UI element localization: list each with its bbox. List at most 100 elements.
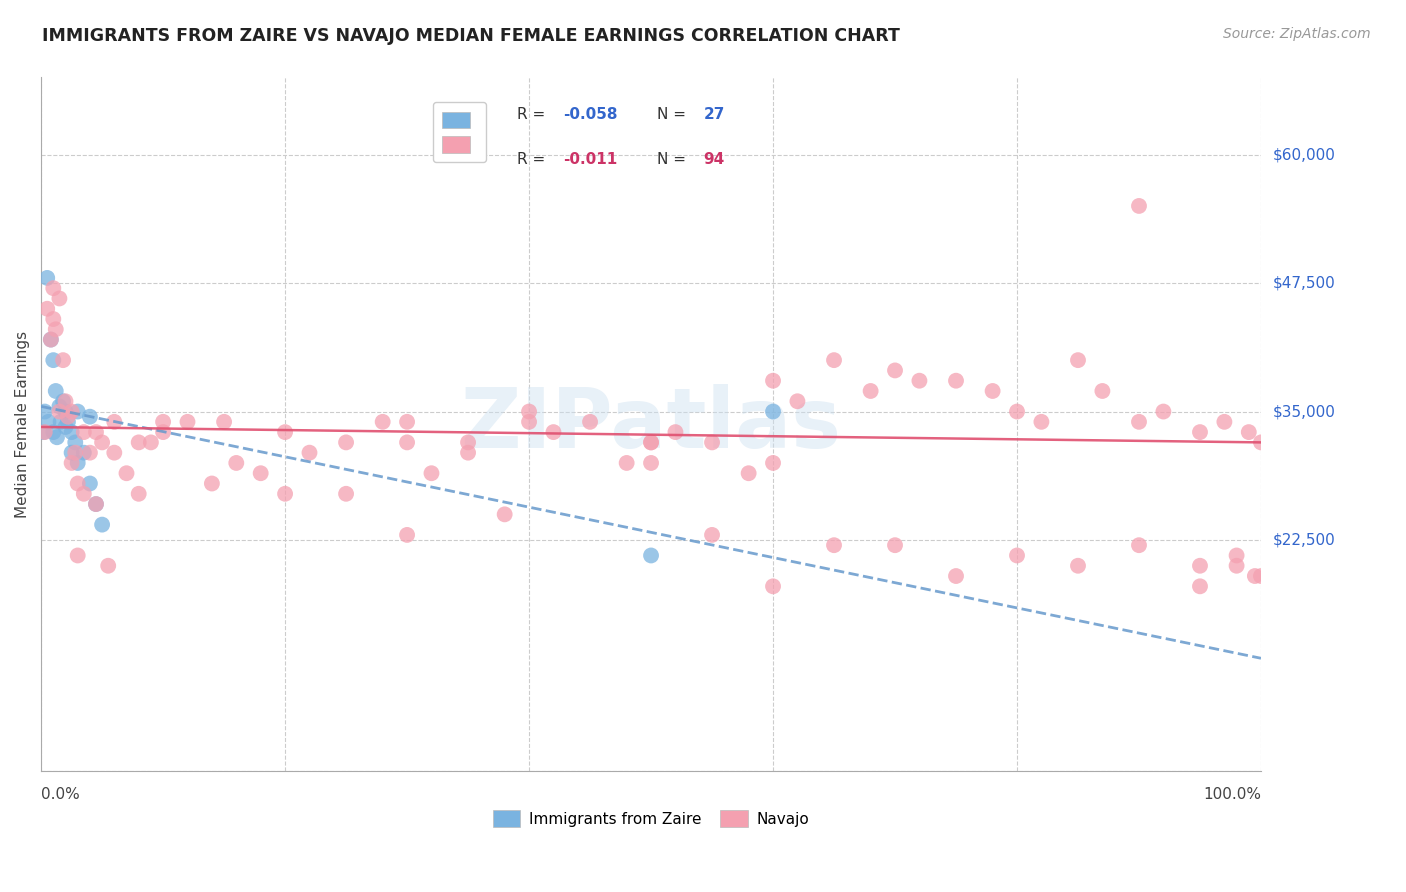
Point <box>91 517 114 532</box>
Text: 27: 27 <box>703 107 725 122</box>
Point <box>45 384 67 398</box>
Point <box>762 579 785 593</box>
Point <box>73 425 96 439</box>
Text: N =: N = <box>657 107 690 122</box>
Point <box>859 384 882 398</box>
Point <box>60 425 83 439</box>
Point <box>616 456 638 470</box>
Point <box>55 404 77 418</box>
Point <box>37 271 59 285</box>
Point <box>73 445 96 459</box>
Point <box>1128 538 1150 552</box>
Point <box>1226 558 1249 573</box>
Point <box>396 528 419 542</box>
Point <box>1005 404 1028 418</box>
Point <box>139 435 162 450</box>
Point <box>97 558 120 573</box>
Point <box>103 415 125 429</box>
Point <box>884 363 907 377</box>
Point <box>1237 425 1260 439</box>
Point <box>786 394 808 409</box>
Point <box>201 476 224 491</box>
Point <box>65 435 87 450</box>
Point <box>84 497 107 511</box>
Point <box>34 425 56 439</box>
Point <box>66 456 89 470</box>
Point <box>55 394 77 409</box>
Point <box>1067 558 1090 573</box>
Point <box>335 487 357 501</box>
Point <box>37 301 59 316</box>
Point <box>32 425 55 439</box>
Text: $22,500: $22,500 <box>1274 533 1336 548</box>
Point <box>103 445 125 459</box>
Point <box>84 425 107 439</box>
Point <box>60 445 83 459</box>
Text: R =: R = <box>517 153 555 168</box>
Point <box>66 404 89 418</box>
Point <box>42 425 65 439</box>
Point <box>52 394 75 409</box>
Text: R =: R = <box>517 107 550 122</box>
Point <box>737 467 759 481</box>
Text: -0.058: -0.058 <box>564 107 617 122</box>
Point <box>762 456 785 470</box>
Point <box>762 374 785 388</box>
Text: IMMIGRANTS FROM ZAIRE VS NAVAJO MEDIAN FEMALE EARNINGS CORRELATION CHART: IMMIGRANTS FROM ZAIRE VS NAVAJO MEDIAN F… <box>42 27 900 45</box>
Point <box>664 425 686 439</box>
Point <box>60 456 83 470</box>
Point <box>457 445 479 459</box>
Point <box>48 400 70 414</box>
Text: ZIPatlas: ZIPatlas <box>461 384 842 465</box>
Point <box>152 415 174 429</box>
Point <box>48 292 70 306</box>
Point <box>517 415 540 429</box>
Point <box>73 487 96 501</box>
Point <box>79 409 101 424</box>
Point <box>762 404 785 418</box>
Point <box>908 374 931 388</box>
Point <box>640 456 662 470</box>
Point <box>1213 415 1236 429</box>
Point <box>1250 569 1272 583</box>
Point <box>884 538 907 552</box>
Text: 0.0%: 0.0% <box>41 787 80 802</box>
Point <box>1188 579 1211 593</box>
Point <box>1067 353 1090 368</box>
Point <box>543 425 565 439</box>
Point <box>79 476 101 491</box>
Text: Source: ZipAtlas.com: Source: ZipAtlas.com <box>1223 27 1371 41</box>
Point <box>945 569 967 583</box>
Point <box>945 374 967 388</box>
Point <box>640 435 662 450</box>
Text: N =: N = <box>657 153 690 168</box>
Point <box>640 435 662 450</box>
Point <box>823 353 845 368</box>
Point <box>39 333 62 347</box>
Point <box>1188 558 1211 573</box>
Point <box>42 281 65 295</box>
Point <box>56 415 79 429</box>
Point <box>1152 404 1174 418</box>
Text: $60,000: $60,000 <box>1274 147 1336 162</box>
Point <box>45 322 67 336</box>
Point <box>42 312 65 326</box>
Point <box>152 425 174 439</box>
Point <box>298 445 321 459</box>
Point <box>91 435 114 450</box>
Point <box>249 467 271 481</box>
Point <box>56 409 79 424</box>
Point <box>37 415 59 429</box>
Text: $47,500: $47,500 <box>1274 276 1336 291</box>
Point <box>176 415 198 429</box>
Point <box>34 404 56 418</box>
Point <box>212 415 235 429</box>
Point <box>494 508 516 522</box>
Point <box>225 456 247 470</box>
Point <box>128 487 150 501</box>
Text: 100.0%: 100.0% <box>1204 787 1261 802</box>
Point <box>700 528 723 542</box>
Point <box>1226 549 1249 563</box>
Point <box>700 435 723 450</box>
Point <box>981 384 1004 398</box>
